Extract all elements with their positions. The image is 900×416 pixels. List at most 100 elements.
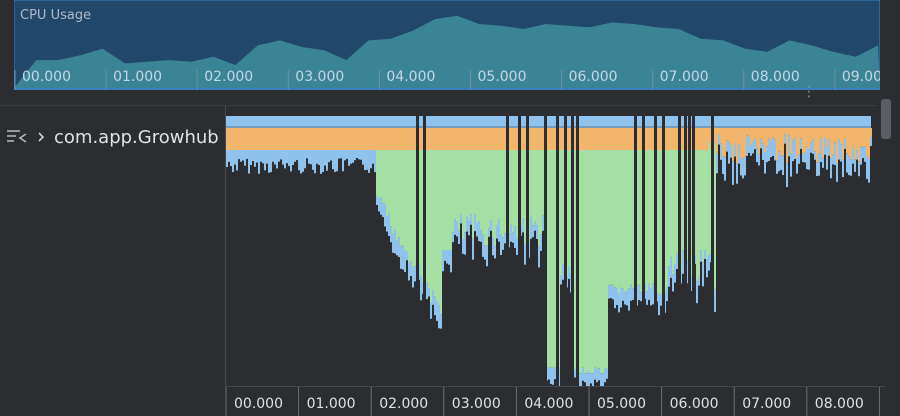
activity-band (722, 156, 724, 175)
activity-band (288, 150, 290, 166)
activity-band (496, 150, 498, 226)
axis-time-label: 03.000 (451, 396, 501, 412)
activity-band (610, 284, 612, 299)
activity-band (240, 128, 242, 150)
activity-band (746, 135, 748, 156)
activity-band (376, 150, 378, 196)
activity-band (638, 284, 640, 301)
activity-band (246, 150, 248, 159)
cpu-usage-chart[interactable]: CPU Usage 00.000 01.000 02.000 03.000 04.000… (14, 0, 880, 90)
activity-band (538, 128, 540, 150)
activity-band (468, 128, 470, 150)
filter-collapse-icon[interactable] (6, 128, 28, 146)
activity-band (364, 150, 366, 171)
activity-band (516, 128, 518, 150)
activity-band (602, 150, 604, 374)
activity-band (388, 150, 390, 214)
activity-band (300, 150, 302, 174)
cpu-time-label: 03.000 (295, 69, 345, 85)
activity-band (798, 128, 800, 155)
cpu-usage-area (14, 0, 880, 90)
activity-band (674, 150, 676, 265)
activity-band (364, 128, 366, 150)
activity-band (830, 128, 832, 159)
activity-band (396, 150, 398, 241)
chevron-right-icon[interactable] (34, 130, 48, 144)
activity-band (262, 128, 264, 150)
activity-band (700, 150, 702, 251)
activity-band (228, 128, 230, 150)
axis-time-label: 04.000 (524, 396, 574, 412)
activity-band (286, 128, 288, 150)
activity-band (348, 150, 350, 166)
activity-gap (564, 116, 567, 386)
activity-band (314, 150, 316, 174)
activity-band (244, 128, 246, 150)
activity-band (618, 150, 620, 294)
activity-band (752, 128, 754, 142)
activity-band (514, 128, 516, 150)
activity-band (802, 128, 804, 155)
activity-band (274, 128, 276, 150)
activity-band (524, 244, 526, 265)
activity-band (386, 150, 388, 217)
activity-band (390, 226, 392, 243)
activity-band (550, 150, 552, 368)
activity-gap (506, 116, 509, 386)
activity-band (388, 128, 390, 150)
activity-band (296, 150, 298, 161)
activity-band (542, 150, 544, 216)
activity-band (666, 150, 668, 287)
activity-band (230, 128, 232, 150)
activity-band (714, 143, 716, 290)
activity-band (618, 128, 620, 150)
activity-band (252, 128, 254, 150)
activity-band (780, 155, 782, 170)
thread-row[interactable]: com.app.Growhub (6, 126, 219, 148)
activity-band (404, 250, 406, 273)
activity-band (800, 128, 802, 139)
activity-band (864, 128, 866, 147)
activity-band (652, 150, 654, 284)
cpu-time-label: 07.000 (659, 69, 709, 85)
activity-band (354, 128, 356, 150)
activity-band (324, 150, 326, 166)
activity-band (406, 251, 408, 261)
activity-band (486, 128, 488, 150)
activity-band (648, 128, 650, 150)
activity-band (450, 128, 452, 150)
vertical-scrollbar[interactable] (881, 99, 891, 139)
activity-band (826, 146, 828, 170)
activity-band (354, 150, 356, 161)
activity-band (476, 150, 478, 223)
activity-band (846, 153, 848, 173)
activity-band (258, 128, 260, 150)
activity-band (384, 203, 386, 227)
activity-band (230, 150, 232, 167)
activity-band (392, 233, 394, 253)
activity-band (820, 128, 822, 139)
activity-band (696, 281, 698, 304)
activity-band (822, 158, 824, 168)
activity-band (426, 128, 428, 150)
activity-band (336, 150, 338, 172)
activity-band (330, 150, 332, 161)
activity-band (374, 150, 376, 173)
more-options-icon[interactable]: ⋮ (802, 84, 816, 100)
activity-band (440, 150, 442, 315)
activity-band (844, 138, 846, 149)
activity-band (236, 150, 238, 171)
activity-band (702, 128, 704, 150)
thread-activity-track[interactable] (225, 106, 879, 386)
activity-band (652, 128, 654, 150)
activity-band (600, 373, 602, 386)
activity-band (396, 128, 398, 150)
activity-band (292, 150, 294, 166)
activity-band (260, 128, 262, 150)
activity-band (472, 150, 474, 239)
activity-band (430, 302, 432, 319)
activity-band (522, 218, 524, 233)
activity-band (448, 250, 450, 265)
activity-band (622, 288, 624, 301)
cpu-time-label: 06.000 (568, 69, 618, 85)
